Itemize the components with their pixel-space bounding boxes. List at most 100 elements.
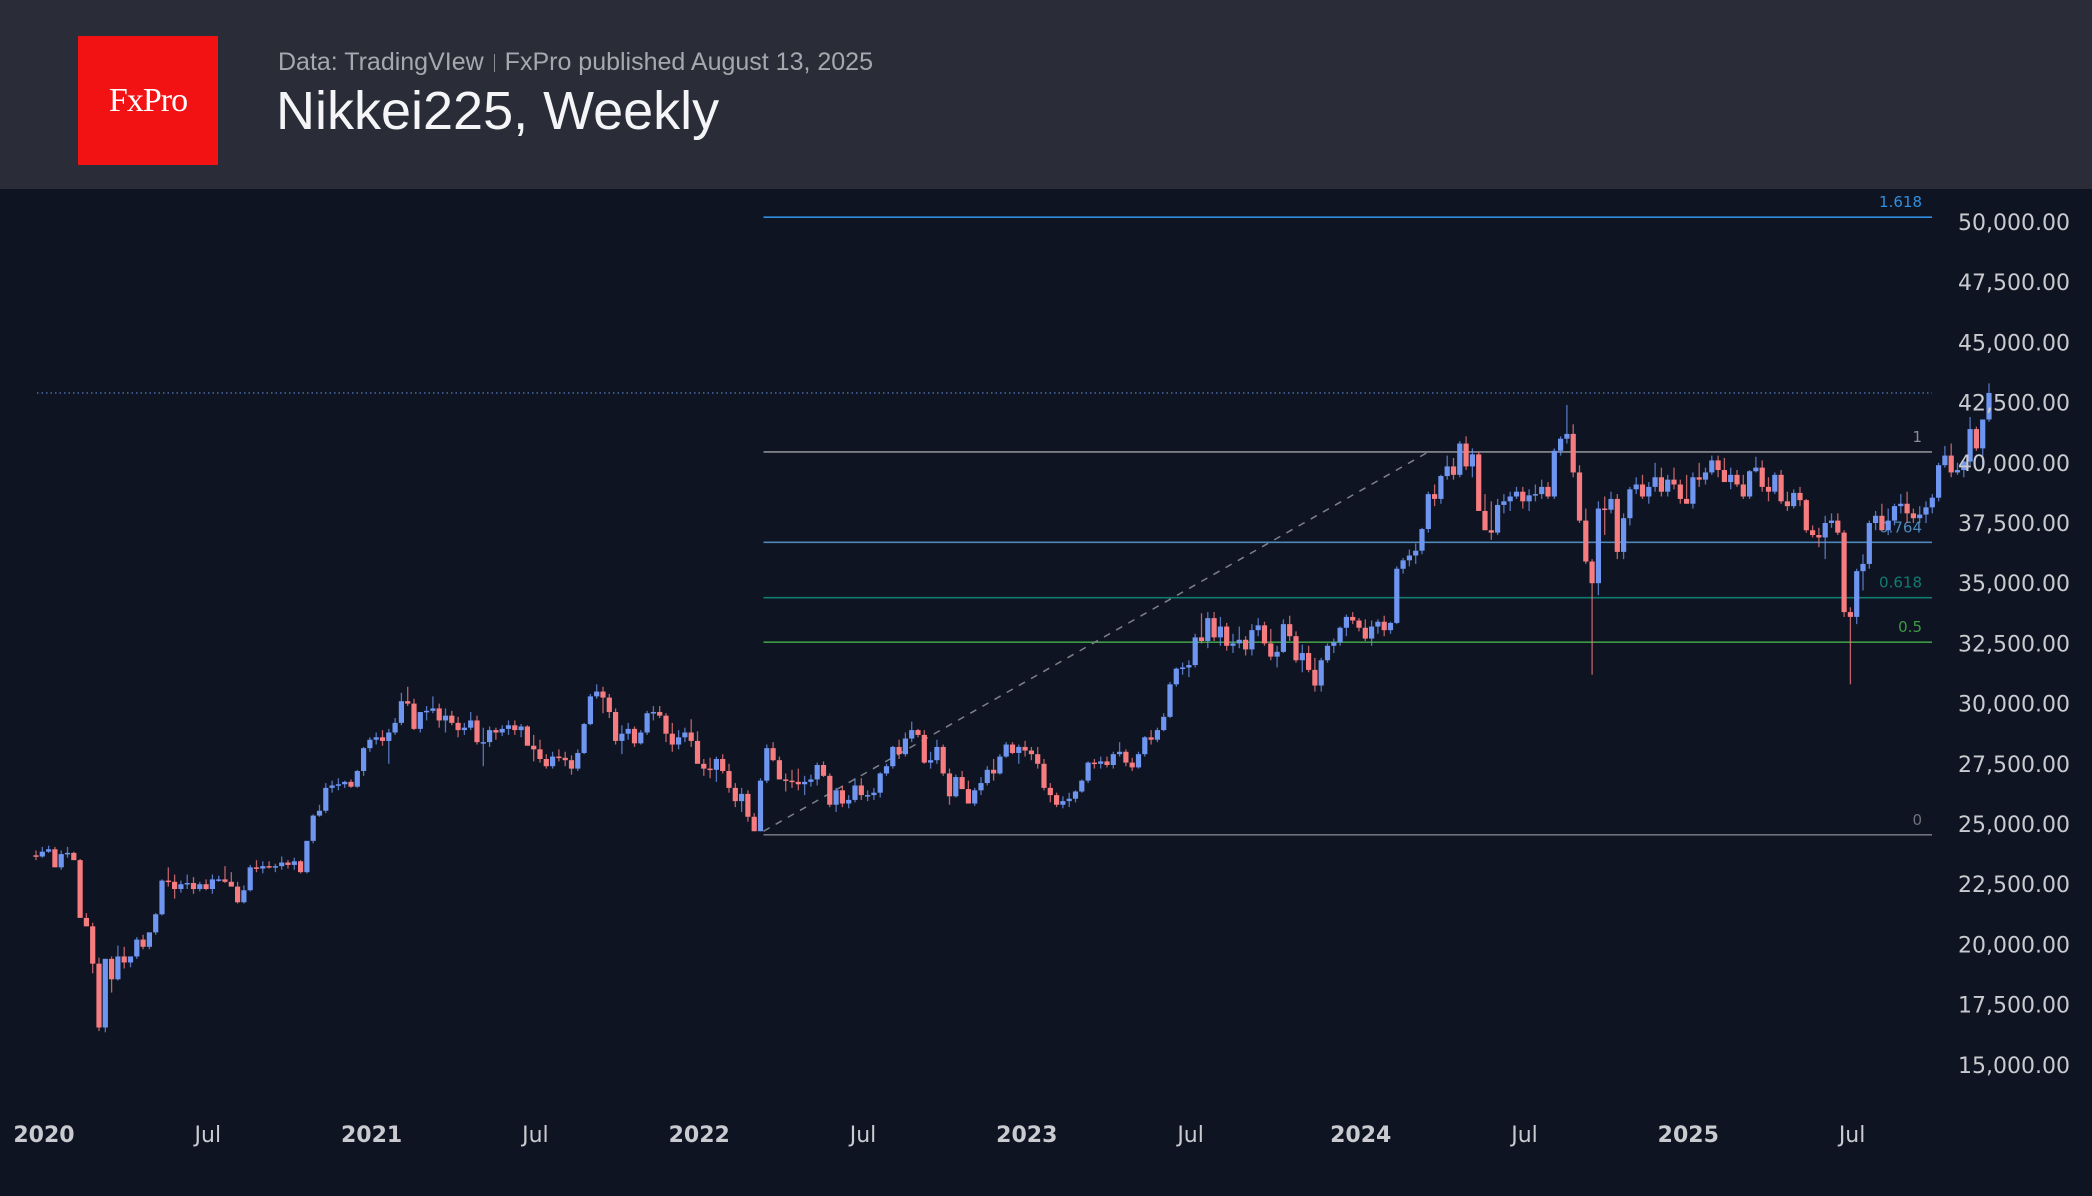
y-axis-label: 47,500.00 (1958, 271, 2070, 296)
candle-body (361, 748, 367, 772)
candle-body (90, 926, 96, 964)
candle-body (883, 766, 890, 774)
fib-trend-line[interactable] (763, 451, 1429, 832)
candle-body (1917, 514, 1923, 519)
candle-body (329, 785, 335, 788)
candle-body (991, 769, 997, 774)
fib-level-label: 0 (1912, 811, 1922, 829)
candle-body (1904, 503, 1910, 514)
candle-body (1419, 529, 1425, 551)
candle-body (436, 708, 442, 721)
candle-body (1312, 669, 1318, 686)
candle-body (172, 881, 178, 890)
candle-body (751, 816, 757, 832)
candle-body (1526, 495, 1532, 502)
candle-body (1558, 438, 1564, 451)
candle-body (776, 760, 782, 780)
candle-body (745, 793, 751, 817)
candle-body (1520, 491, 1526, 502)
y-axis-label: 20,000.00 (1958, 933, 2070, 958)
candle-body (417, 712, 423, 729)
candle-body (1652, 477, 1658, 487)
candle-body (556, 756, 562, 759)
candle-body (1728, 474, 1734, 483)
candle-body (1236, 639, 1242, 644)
candle-body (159, 880, 165, 915)
candle-body (783, 779, 789, 781)
candle-body (1356, 620, 1362, 628)
candle-body (33, 855, 39, 857)
candle-body (732, 787, 738, 802)
candle-body (1066, 798, 1072, 802)
candle-body (1532, 494, 1538, 496)
candle-body (1274, 651, 1280, 657)
candle-body (1054, 795, 1060, 805)
candle-body (1835, 520, 1841, 533)
candle-body (562, 757, 568, 761)
candle-body (1791, 492, 1797, 507)
candle-body (1457, 443, 1463, 475)
x-axis-label: Jul (1175, 1123, 1204, 1148)
candle-body (241, 890, 247, 903)
candle-body (1488, 530, 1494, 533)
candle-body (474, 720, 480, 743)
candle-body (1261, 625, 1268, 644)
candle-body (1255, 625, 1261, 631)
candle-body (1129, 762, 1135, 768)
candle-body (865, 795, 871, 797)
candle-body (587, 696, 593, 725)
candle-body (1583, 520, 1589, 562)
candle-body (1885, 520, 1891, 531)
candle-body (1230, 643, 1236, 646)
candle-body (1602, 508, 1608, 511)
candle-body (285, 862, 291, 865)
candle-body (1369, 626, 1375, 639)
candle-body (1822, 523, 1828, 538)
candle-body (430, 708, 436, 711)
candle-body (1318, 660, 1324, 686)
candle-body (965, 789, 971, 804)
candle-body (1665, 479, 1671, 492)
candle-body (701, 763, 707, 769)
candle-body (1936, 465, 1942, 498)
candle-body (1797, 492, 1803, 501)
candle-body (1923, 507, 1929, 515)
x-axis-label: Jul (193, 1123, 222, 1148)
candle-body (1841, 532, 1847, 613)
candle-body (1690, 477, 1696, 504)
candle-body (978, 783, 984, 791)
fxpro-logo: FxPro (78, 36, 218, 165)
candle-body (209, 879, 215, 890)
candle-body (1507, 496, 1513, 502)
candle-body (518, 726, 524, 731)
candle-body (96, 963, 102, 1028)
candle-body (1041, 763, 1047, 788)
fib-level-label: 1.618 (1879, 193, 1922, 211)
candle-body (1715, 460, 1721, 471)
candlestick-chart[interactable]: 1.618 1 0.764 0.618 0.5 0 50,000.00 47,500.00 45… (0, 189, 2092, 1196)
candle-body (468, 720, 474, 728)
candle-body (52, 849, 58, 868)
candle-body (669, 733, 675, 745)
chart-area[interactable]: 1.618 1 0.764 0.618 0.5 0 50,000.00 47,500.00 45… (0, 189, 2092, 1196)
candle-body (1299, 653, 1305, 661)
candle-body (1469, 454, 1475, 467)
candle-body (1929, 497, 1935, 508)
candle-body (260, 866, 266, 869)
candle-body (1085, 762, 1091, 781)
candle-body (424, 710, 430, 713)
candle-body (127, 956, 134, 963)
fib-level-label: 0.764 (1879, 518, 1922, 536)
candle-body (1217, 626, 1223, 638)
candle-body (272, 866, 278, 868)
candle-body (304, 840, 310, 873)
candle-body (1551, 450, 1557, 497)
candle-body (1387, 622, 1394, 631)
candle-body (1205, 618, 1211, 641)
candle-body (1211, 618, 1217, 638)
candle-body (1784, 501, 1790, 507)
candle-body (1224, 626, 1230, 646)
candle-body (1545, 486, 1551, 497)
candle-body (392, 722, 398, 733)
candle-body (1135, 754, 1142, 768)
